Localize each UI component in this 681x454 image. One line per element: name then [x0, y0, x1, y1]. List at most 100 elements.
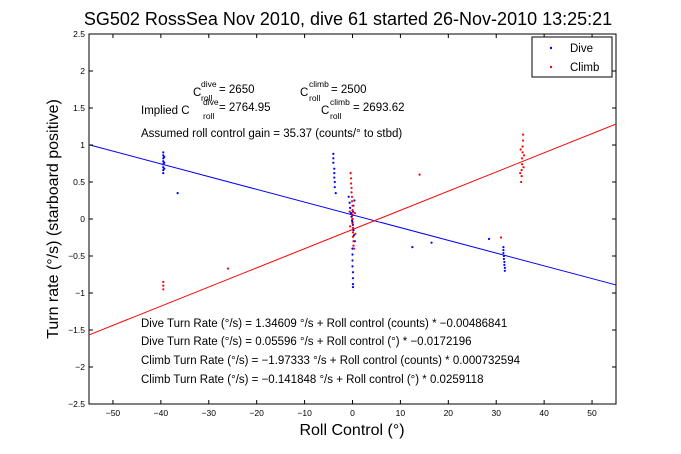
point-dive: [353, 199, 356, 202]
x-tick-label: 0: [350, 408, 355, 418]
y-tick-label: 2: [80, 66, 85, 76]
x-tick-label: −20: [249, 408, 264, 418]
y-tick-label: 1.5: [73, 103, 85, 113]
point-dive: [347, 195, 350, 198]
c-dive-symbol: C: [193, 87, 201, 99]
point-dive: [352, 229, 355, 232]
point-climb: [520, 174, 523, 178]
fit-line-climb: [88, 123, 617, 336]
point-dive: [349, 211, 353, 215]
x-tick-label: −10: [297, 408, 312, 418]
legend: Dive Climb: [531, 36, 613, 78]
x-tick-label: 20: [444, 408, 454, 418]
data-points: [162, 133, 526, 291]
point-climb: [353, 211, 356, 215]
point-climb: [521, 145, 524, 148]
y-tick-label: −1: [75, 288, 85, 298]
point-dive: [503, 269, 506, 272]
point-climb: [522, 154, 526, 157]
c-dive-value: = 2650: [219, 84, 255, 96]
x-tick-label: 50: [587, 408, 597, 418]
y-axis-label: Turn rate (°/s) (starboard positive): [45, 99, 62, 339]
point-dive: [351, 271, 355, 274]
point-climb: [162, 288, 165, 291]
roll-gain-annotation: Assumed roll control gain = 35.37 (count…: [141, 128, 402, 140]
point-climb: [521, 151, 524, 154]
point-dive: [333, 172, 336, 175]
point-dive: [503, 266, 506, 269]
point-dive: [162, 151, 165, 154]
point-dive: [332, 157, 335, 160]
point-climb: [351, 235, 355, 238]
legend-dive-label: Dive: [570, 43, 593, 55]
point-climb: [520, 157, 524, 160]
c-climb-sup: climb: [309, 79, 329, 89]
y-tick-label: 2.5: [73, 29, 85, 39]
point-dive: [351, 285, 355, 289]
point-dive: [333, 176, 336, 179]
y-tick-label: −1.5: [68, 325, 85, 335]
point-dive: [333, 167, 336, 170]
y-tick-label: −2.5: [68, 399, 85, 409]
point-dive: [176, 192, 179, 195]
point-climb: [351, 231, 355, 234]
implied-dive-sub: roll: [203, 111, 214, 121]
point-climb: [352, 240, 355, 243]
x-tick-label: −30: [202, 408, 217, 418]
c-climb-sub: roll: [309, 93, 320, 103]
x-tick-label: −50: [106, 408, 121, 418]
c-climb-symbol: C: [300, 87, 308, 99]
point-climb: [349, 172, 352, 175]
point-climb: [521, 139, 525, 142]
point-climb: [354, 232, 357, 235]
point-climb: [350, 200, 354, 203]
point-climb: [519, 172, 522, 175]
x-tick-label: 30: [491, 408, 501, 418]
y-tick-label: 1: [80, 140, 85, 150]
x-axis-label: Roll Control (°): [299, 422, 404, 439]
point-dive: [502, 248, 505, 252]
point-dive: [333, 186, 336, 189]
annotations: C dive roll = 2650 C climb roll = 2500 I…: [141, 79, 521, 386]
point-climb: [349, 225, 352, 228]
point-climb: [350, 191, 353, 194]
x-tick-label: 10: [396, 408, 406, 418]
point-climb: [520, 169, 523, 172]
point-climb: [226, 267, 230, 270]
point-climb: [351, 213, 354, 216]
point-climb: [520, 180, 523, 184]
point-climb: [522, 166, 525, 169]
implied-dive-value: = 2764.95: [219, 102, 270, 114]
point-dive: [503, 263, 506, 266]
point-dive: [332, 161, 335, 164]
point-dive: [332, 152, 335, 155]
point-dive: [163, 155, 166, 158]
implied-climb-sup: climb: [330, 97, 350, 107]
point-climb: [519, 148, 522, 151]
legend-climb-label: Climb: [570, 62, 599, 74]
point-dive: [348, 201, 351, 204]
point-climb: [349, 177, 353, 180]
implied-climb-symbol: C: [321, 105, 329, 117]
point-dive: [503, 260, 506, 264]
point-dive: [163, 167, 166, 170]
point-dive: [163, 161, 166, 164]
y-tick-label: −2: [75, 362, 85, 372]
point-climb: [351, 217, 354, 221]
implied-climb-value: = 2693.62: [353, 102, 404, 114]
point-dive: [162, 172, 165, 175]
point-dive: [487, 237, 491, 241]
x-tick-label: 40: [539, 408, 549, 418]
point-climb: [351, 222, 354, 225]
point-climb: [351, 226, 355, 229]
y-tick-label: −0.5: [68, 251, 85, 261]
legend-climb-marker: [549, 65, 553, 69]
point-climb: [351, 209, 354, 212]
equation-climb-counts: Climb Turn Rate (°/s) = −1.97333 °/s + R…: [141, 355, 521, 367]
equation-dive-counts: Dive Turn Rate (°/s) = 1.34609 °/s + Rol…: [141, 318, 507, 330]
point-dive: [430, 241, 433, 244]
point-climb: [352, 244, 355, 247]
y-tick-label: 0.5: [73, 177, 85, 187]
y-tick-label: 0: [80, 214, 85, 224]
